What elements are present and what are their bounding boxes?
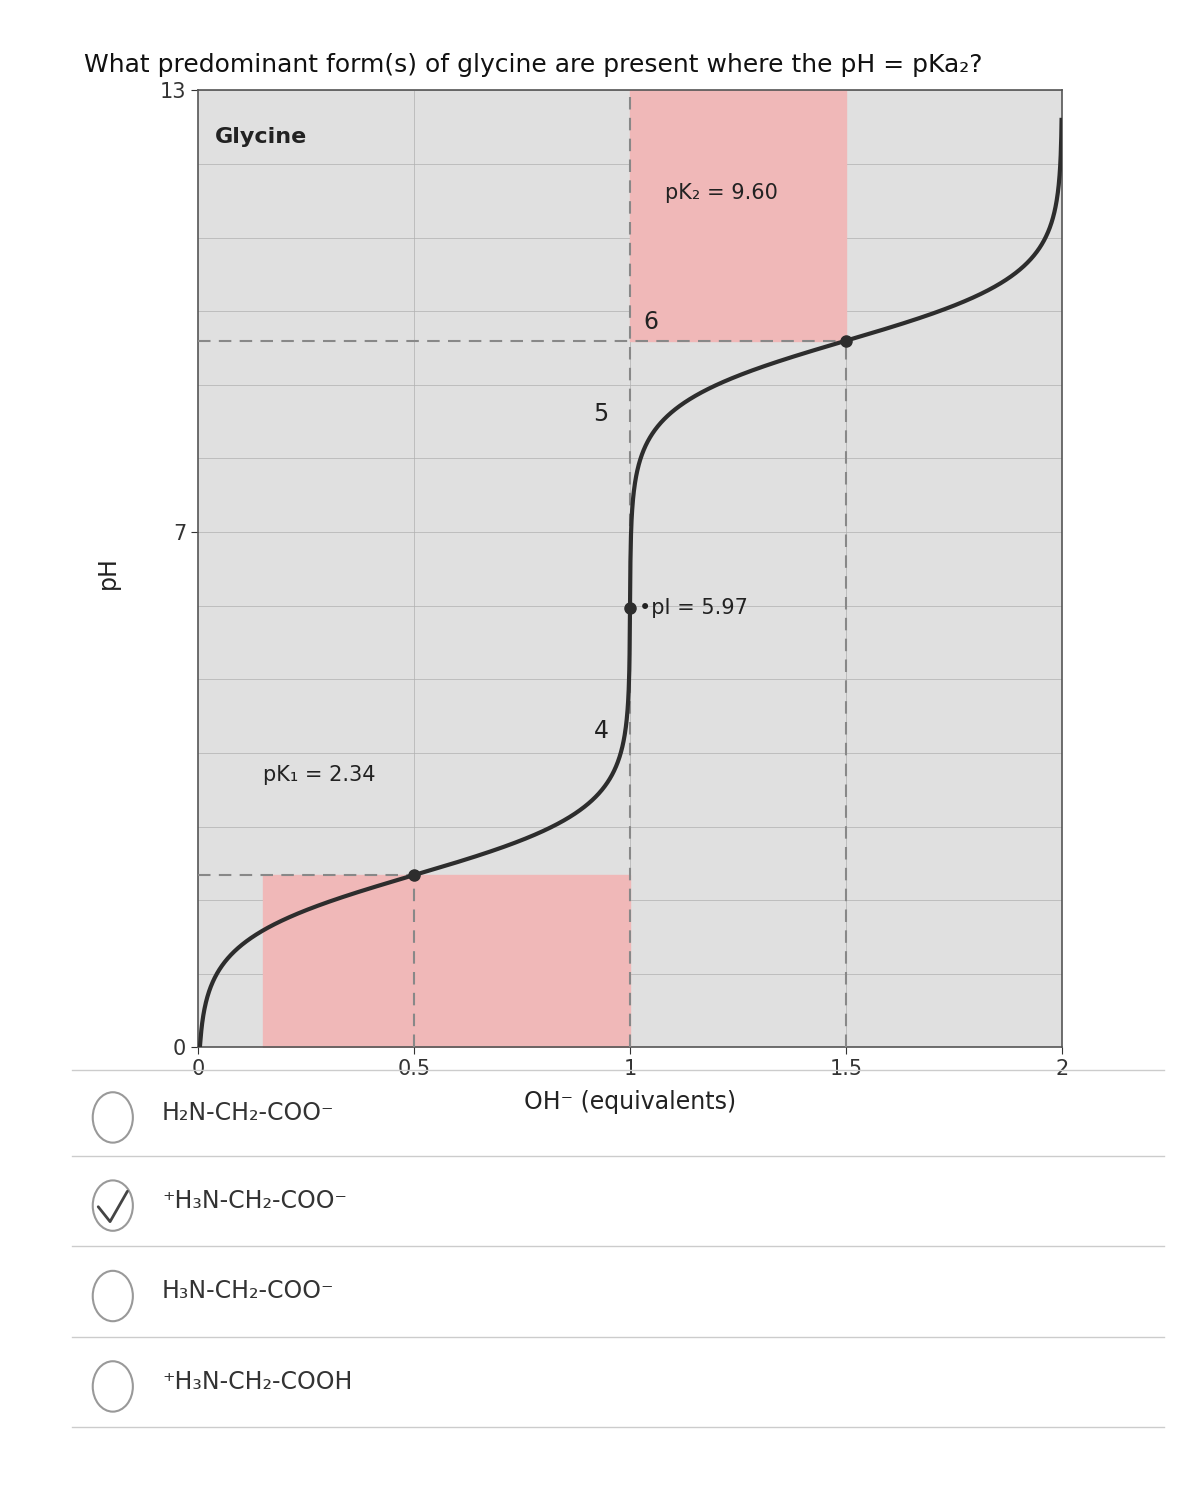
- Text: 5: 5: [593, 402, 608, 426]
- Text: pH: pH: [96, 556, 120, 589]
- Text: ⁺H₃N-CH₂-COO⁻: ⁺H₃N-CH₂-COO⁻: [162, 1189, 347, 1213]
- Text: H₃N-CH₂-COO⁻: H₃N-CH₂-COO⁻: [162, 1279, 335, 1304]
- Text: •pI = 5.97: •pI = 5.97: [638, 598, 748, 618]
- Text: What predominant form(s) of glycine are present where the pH = pKa₂?: What predominant form(s) of glycine are …: [84, 53, 983, 77]
- Text: Glycine: Glycine: [215, 127, 307, 148]
- Text: pK₁ = 2.34: pK₁ = 2.34: [263, 766, 376, 785]
- Text: 4: 4: [593, 719, 608, 743]
- Text: pK₂ = 9.60: pK₂ = 9.60: [665, 184, 778, 203]
- Text: ⁺H₃N-CH₂-COOH: ⁺H₃N-CH₂-COOH: [162, 1370, 353, 1394]
- Text: H₂N-CH₂-COO⁻: H₂N-CH₂-COO⁻: [162, 1102, 335, 1124]
- X-axis label: OH⁻ (equivalents): OH⁻ (equivalents): [524, 1090, 736, 1114]
- Text: 6: 6: [643, 310, 658, 335]
